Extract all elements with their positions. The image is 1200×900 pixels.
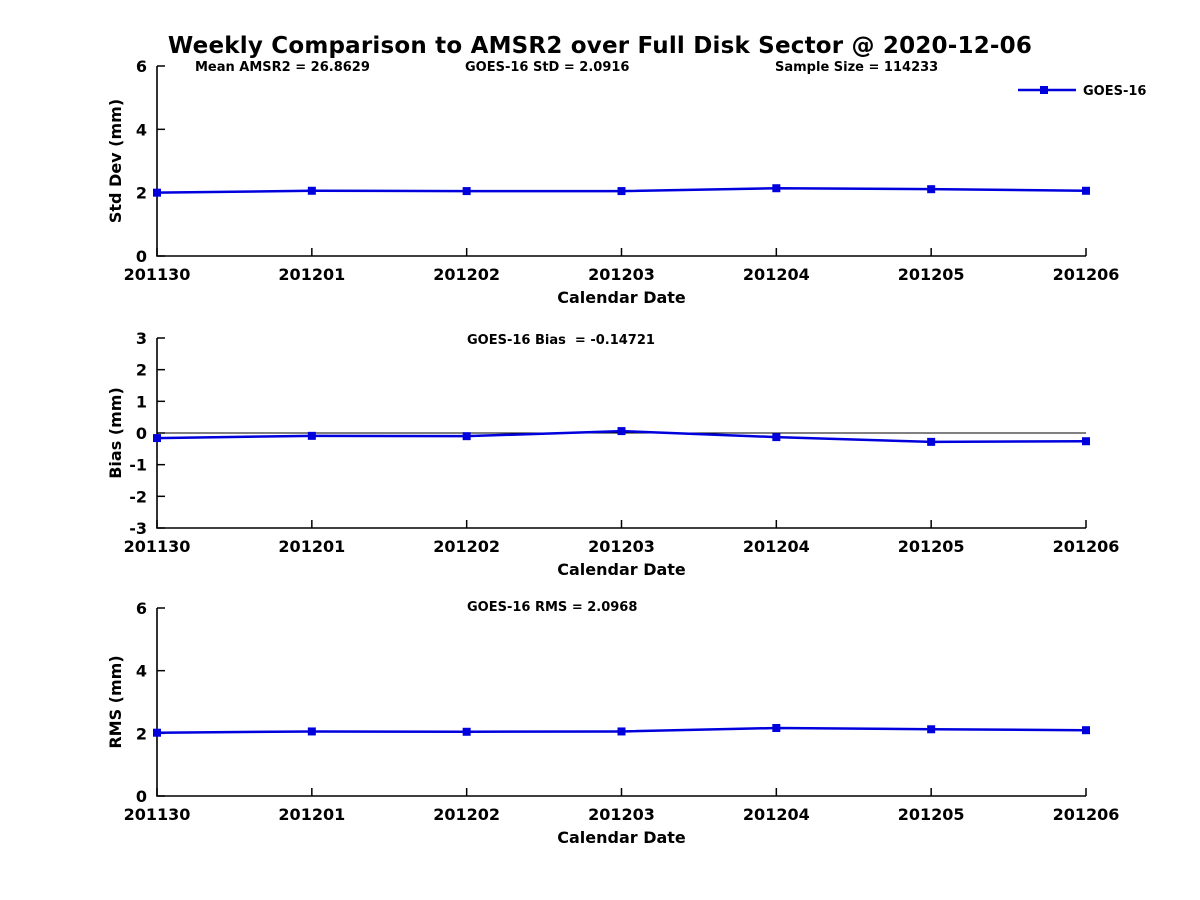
x-axis-title: Calendar Date <box>557 560 686 579</box>
data-point-marker <box>462 432 471 441</box>
data-point-marker <box>153 728 161 737</box>
x-tick-label: 201203 <box>588 805 655 824</box>
annotation: GOES-16 RMS = 2.0968 <box>467 600 637 615</box>
data-point-marker <box>617 187 626 196</box>
y-tick-label: 2 <box>136 724 147 743</box>
x-tick-label: 201201 <box>278 805 345 824</box>
legend-marker-sample <box>1040 86 1048 94</box>
subplot-rms: 0 2 4 6 201130 201201 201202 201203 201204 201205… <box>106 599 1119 847</box>
y-tick-label: 0 <box>136 787 147 806</box>
data-point-marker <box>617 727 626 736</box>
y-tick-label: 3 <box>136 329 147 348</box>
y-tick-label: 6 <box>136 599 147 618</box>
data-point-marker <box>1082 726 1090 735</box>
data-point-marker <box>617 427 626 436</box>
x-tick-label: 201204 <box>743 805 810 824</box>
data-point-marker <box>307 431 316 440</box>
x-tick-label: 201202 <box>433 805 500 824</box>
x-tick-label: 201205 <box>898 265 965 284</box>
data-point-marker <box>772 433 781 442</box>
x-axis-title: Calendar Date <box>557 828 686 847</box>
y-tick-label: 2 <box>136 184 147 203</box>
data-point-marker <box>927 185 936 194</box>
data-point-marker <box>307 727 316 736</box>
data-point-marker <box>153 188 161 197</box>
subplot-std-dev: 0 2 4 6 201130 201201 201202 201203 201204 201205… <box>106 57 1146 307</box>
x-tick-label: 201202 <box>433 537 500 556</box>
y-tick-label: 2 <box>136 361 147 380</box>
x-tick-label: 201202 <box>433 265 500 284</box>
data-point-marker <box>772 184 781 193</box>
y-axis-title: RMS (mm) <box>106 655 125 748</box>
legend: GOES-16 <box>1018 84 1146 99</box>
data-point-marker <box>153 434 161 443</box>
x-tick-label: 201201 <box>278 537 345 556</box>
y-tick-label: 0 <box>136 424 147 443</box>
y-tick-label: 4 <box>136 120 147 139</box>
annotation: GOES-16 Bias = -0.14721 <box>467 333 655 348</box>
x-tick-label: 201206 <box>1053 805 1120 824</box>
x-tick-label: 201204 <box>743 537 810 556</box>
x-tick-label: 201203 <box>588 537 655 556</box>
y-tick-label: 0 <box>136 247 147 266</box>
annotation: Mean AMSR2 = 26.8629 <box>195 60 370 75</box>
x-axis-title: Calendar Date <box>557 288 686 307</box>
y-tick-label: 1 <box>136 392 147 411</box>
subplot-bias: -3 -2 -1 0 1 2 3 201130 201201 201202 201203 201204… <box>106 329 1119 579</box>
data-point-marker <box>1082 437 1090 446</box>
figure-title: Weekly Comparison to AMSR2 over Full Dis… <box>167 33 1033 59</box>
x-tick-label: 201204 <box>743 265 810 284</box>
axis-line <box>156 66 1086 257</box>
x-tick-label: 201201 <box>278 265 345 284</box>
data-point-marker <box>1082 186 1090 195</box>
x-tick-label: 201205 <box>898 805 965 824</box>
x-tick-label: 201203 <box>588 265 655 284</box>
x-tick-label: 201130 <box>124 265 191 284</box>
annotation: GOES-16 StD = 2.0916 <box>465 60 629 75</box>
x-tick-label: 201205 <box>898 537 965 556</box>
legend-label: GOES-16 <box>1083 84 1146 99</box>
data-point-marker <box>462 727 471 736</box>
annotation: Sample Size = 114233 <box>775 60 938 75</box>
data-point-marker <box>927 725 936 734</box>
y-tick-label: 4 <box>136 662 147 681</box>
data-point-marker <box>927 437 936 446</box>
data-point-marker <box>307 186 316 195</box>
x-tick-label: 201206 <box>1053 537 1120 556</box>
y-axis-title: Std Dev (mm) <box>106 99 125 223</box>
y-tick-label: 6 <box>136 57 147 76</box>
axis-line <box>156 608 1086 797</box>
y-tick-label: -2 <box>129 487 147 506</box>
x-tick-label: 201130 <box>124 805 191 824</box>
data-point-marker <box>772 724 781 733</box>
y-tick-label: -1 <box>129 456 147 475</box>
y-axis-title: Bias (mm) <box>106 387 125 479</box>
x-tick-label: 201206 <box>1053 265 1120 284</box>
y-tick-label: -3 <box>129 519 147 538</box>
x-tick-label: 201130 <box>124 537 191 556</box>
data-point-marker <box>462 187 471 196</box>
